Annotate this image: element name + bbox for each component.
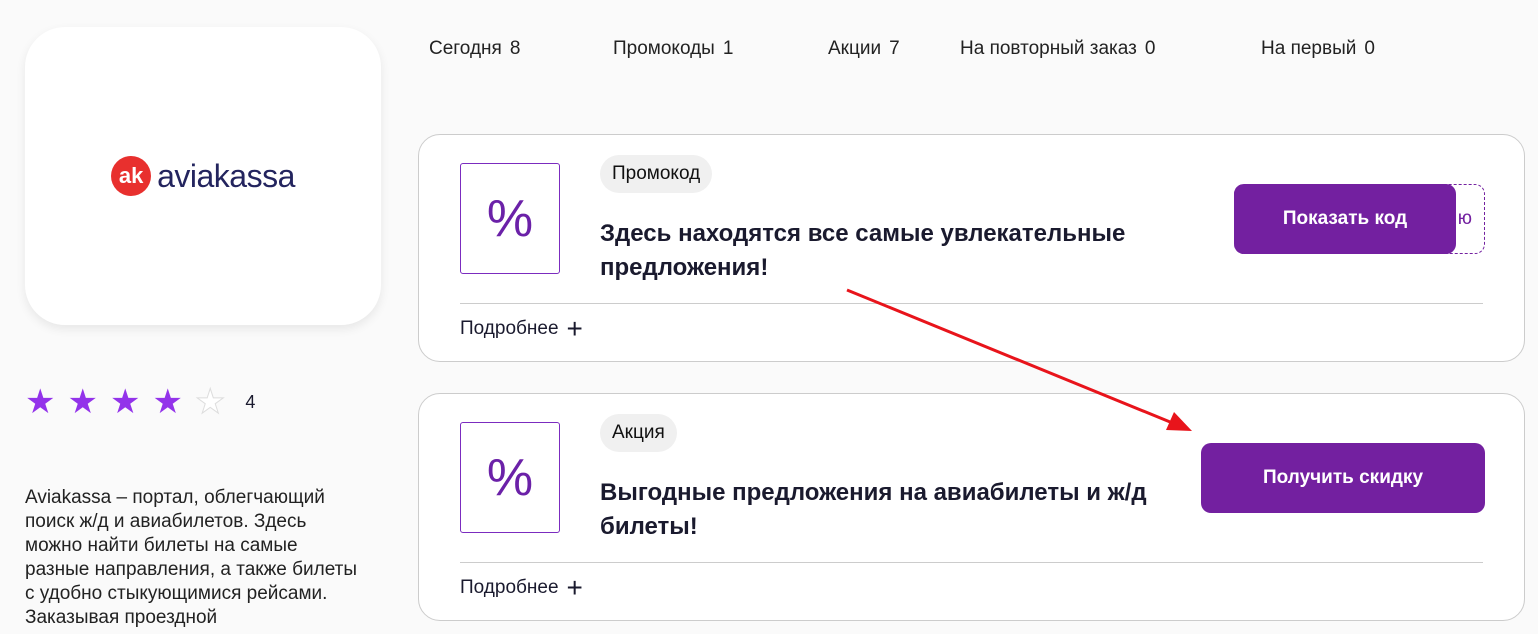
star-icon[interactable]: ★ [25, 383, 56, 421]
tab-label: На первый [1261, 38, 1357, 59]
plus-icon: + [566, 572, 583, 603]
tab-count: 1 [722, 38, 734, 59]
tab-label: На повторный заказ [960, 38, 1137, 59]
star-icon[interactable]: ★ [67, 383, 98, 421]
rating: ★ ★ ★ ★ ★ 4 [25, 383, 256, 421]
offer-title: Выгодные предложения на авиабилеты и ж/д… [600, 479, 1147, 540]
details-label: Подробнее [460, 577, 559, 598]
details-toggle[interactable]: Подробнее + [460, 313, 583, 344]
details-toggle[interactable]: Подробнее + [460, 572, 583, 603]
offer-card-promocode: % Промокод Здесь находятся все самые увл… [418, 134, 1525, 362]
promo-code-peek: ю [1457, 208, 1472, 229]
tab-repeat-order[interactable]: На повторный заказ 0 [960, 38, 1155, 60]
star-icon[interactable]: ★ [152, 383, 183, 421]
tab-label: Промокоды [613, 38, 715, 59]
offer-title: Здесь находятся все самые увлекательные … [600, 220, 1126, 281]
offer-card-promotion: % Акция Выгодные предложения на авиабиле… [418, 393, 1525, 621]
show-code-button[interactable]: Показать код [1234, 184, 1456, 254]
aviakassa-logo: ak aviakassa [111, 156, 295, 196]
tab-label: Акции [828, 38, 882, 59]
rating-value: 4 [245, 391, 256, 412]
percent-icon: % [460, 163, 560, 274]
logo-mark: ak [111, 156, 152, 196]
tab-today[interactable]: Сегодня 8 [429, 38, 520, 60]
plus-icon: + [566, 313, 583, 344]
tab-promotions[interactable]: Акции 7 [828, 38, 900, 60]
star-icon[interactable]: ★ [109, 383, 141, 421]
tab-first-order[interactable]: На первый 0 [1261, 38, 1375, 60]
details-label: Подробнее [460, 318, 559, 339]
tab-count: 0 [1364, 38, 1375, 59]
percent-icon: % [460, 422, 560, 533]
offer-badge: Акция [600, 414, 677, 452]
get-discount-button[interactable]: Получить скидку [1201, 443, 1485, 513]
divider [460, 562, 1483, 563]
tab-label: Сегодня [429, 38, 502, 59]
star-empty-icon[interactable]: ★ [194, 383, 226, 421]
divider [460, 303, 1483, 304]
tab-count: 8 [509, 38, 521, 59]
store-description: Aviakassa – портал, облегчающий поиск ж/… [25, 487, 358, 628]
store-logo-card: ak aviakassa [25, 27, 381, 325]
logo-text: aviakassa [157, 157, 295, 194]
tab-count: 7 [889, 38, 900, 59]
tab-promocodes[interactable]: Промокоды 1 [613, 38, 733, 60]
tab-count: 0 [1144, 38, 1156, 59]
offer-badge: Промокод [600, 155, 713, 193]
